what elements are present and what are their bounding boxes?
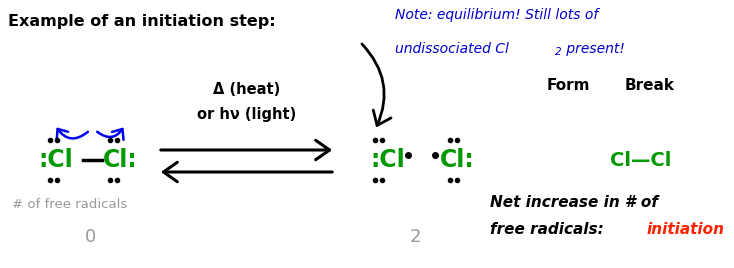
Text: Cl:: Cl: — [103, 148, 138, 172]
FancyArrowPatch shape — [161, 140, 330, 160]
Text: Δ (heat): Δ (heat) — [213, 83, 280, 98]
FancyArrowPatch shape — [362, 44, 391, 125]
FancyArrowPatch shape — [57, 129, 88, 140]
Text: # of free radicals: # of free radicals — [12, 198, 127, 211]
Text: :Cl: :Cl — [370, 148, 404, 172]
Text: Note: equilibrium! Still lots of: Note: equilibrium! Still lots of — [395, 8, 598, 22]
Text: 0: 0 — [84, 228, 95, 246]
Text: 2: 2 — [555, 47, 562, 57]
Text: 2: 2 — [410, 228, 421, 246]
Text: Form: Form — [546, 78, 589, 93]
FancyArrowPatch shape — [164, 162, 333, 182]
Text: Cl:: Cl: — [440, 148, 475, 172]
Text: initiation: initiation — [647, 222, 725, 237]
Text: Net increase in # of: Net increase in # of — [490, 195, 658, 210]
FancyArrowPatch shape — [97, 129, 123, 140]
Text: :Cl: :Cl — [38, 148, 73, 172]
Text: Break: Break — [625, 78, 675, 93]
Text: free radicals:: free radicals: — [490, 222, 609, 237]
Text: or hν (light): or hν (light) — [197, 107, 296, 122]
Text: Cl—Cl: Cl—Cl — [610, 151, 672, 169]
Text: undissociated Cl: undissociated Cl — [395, 42, 509, 56]
Text: Example of an initiation step:: Example of an initiation step: — [8, 14, 276, 29]
Text: present!: present! — [562, 42, 625, 56]
